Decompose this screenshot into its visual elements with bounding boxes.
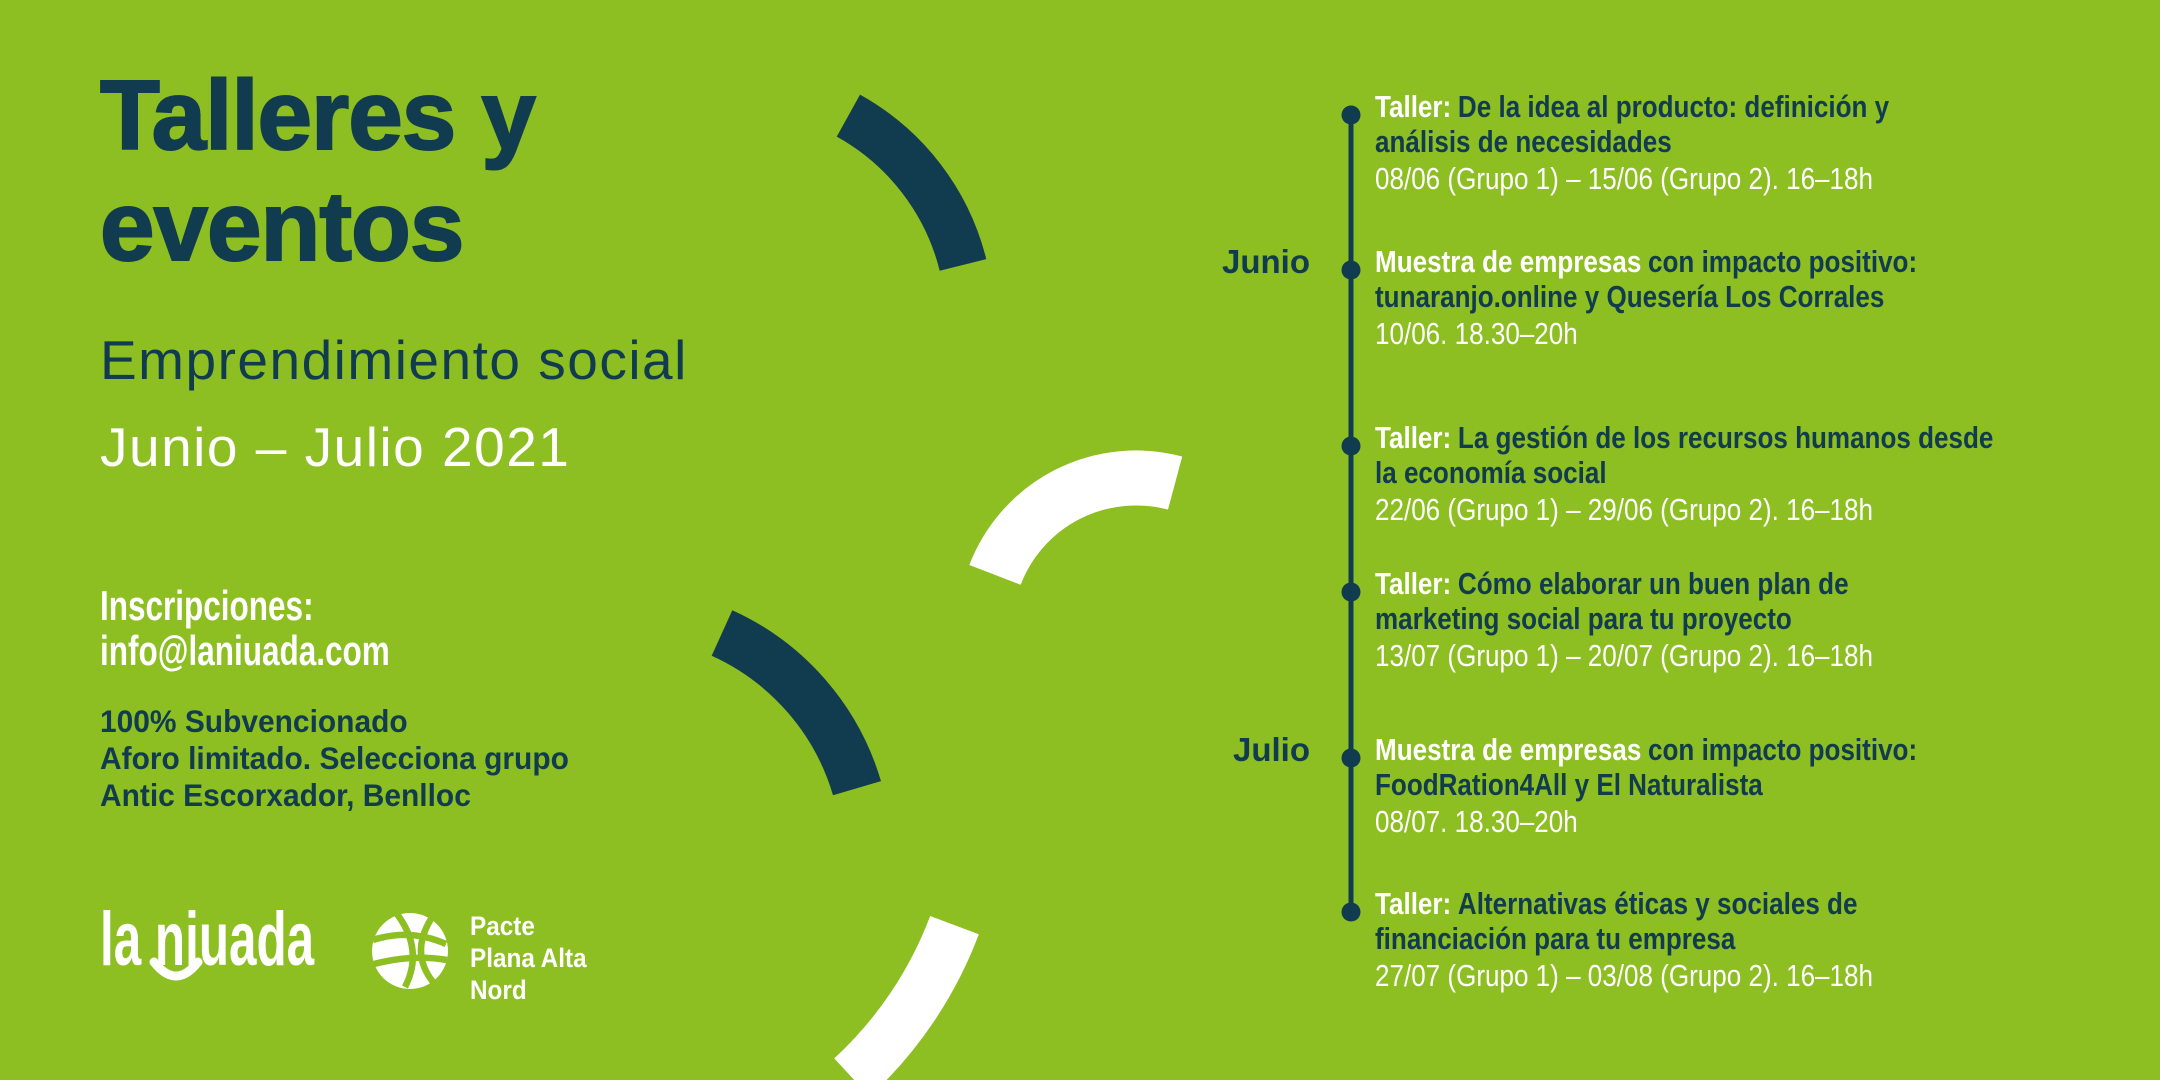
event-title-line: Taller: La gestión de los recursos humano…	[1375, 420, 1993, 455]
registration-block: Inscripciones: info@laniuada.com	[100, 583, 390, 673]
event-title-line: Taller: Cómo elaborar un buen plan de	[1375, 566, 1873, 601]
detail-line-capacity: Aforo limitado. Selecciona grupo	[100, 740, 569, 776]
details-block: 100% Subvencionado Aforo limitado. Selec…	[100, 703, 569, 814]
event-type-label: Muestra de empresas	[1375, 244, 1642, 279]
event-title-line: FoodRation4All y El Naturalista	[1375, 767, 1763, 802]
event-title: Cómo elaborar un buen plan de	[1457, 566, 1849, 601]
detail-line-venue: Antic Escorxador, Benlloc	[100, 777, 471, 813]
arc-dark-top-icon	[836, 94, 987, 272]
arc-white-bottom-icon	[834, 915, 979, 1080]
event-type-label: Muestra de empresas	[1375, 732, 1642, 767]
page-title: Talleres y eventos	[99, 59, 537, 282]
event-title-line: Taller: De la idea al producto: definició…	[1375, 89, 1889, 124]
arc-white-right-icon	[969, 450, 1183, 586]
pacte-line: Nord	[470, 975, 527, 1005]
event-schedule: 10/06. 18.30–20h	[1375, 316, 1578, 351]
event-item: Taller: La gestión de los recursos humano…	[1375, 420, 1993, 527]
event-item: Taller: Alternativas éticas y sociales de…	[1375, 886, 1873, 993]
event-title: con impacto positivo:	[1648, 244, 1918, 279]
event-title-line: marketing social para tu proyecto	[1375, 601, 1792, 636]
pacte-line: Plana Alta	[470, 943, 587, 973]
timeline-dot	[1341, 436, 1361, 456]
event-schedule: 08/07. 18.30–20h	[1375, 804, 1578, 839]
event-title-line: tunaranjo.online y Quesería Los Corrales	[1375, 279, 1885, 314]
event-title: De la idea al producto: definición y	[1457, 89, 1890, 124]
event-title: con impacto positivo:	[1648, 732, 1918, 767]
event-title-line: financiación para tu empresa	[1375, 921, 1736, 956]
event-title-line: la economía social	[1375, 455, 1607, 490]
event-title-line: Muestra de empresas con impacto positivo:	[1375, 244, 1917, 279]
pacte-line: Pacte	[470, 911, 535, 941]
event-type-label: Taller:	[1375, 566, 1452, 601]
registration-label: Inscripciones:	[100, 582, 314, 629]
laniuada-logo: la niuada	[100, 897, 315, 982]
event-item: Muestra de empresas con impacto positivo:…	[1375, 732, 1917, 839]
subtitle: Emprendimiento social	[100, 329, 688, 391]
event-type-label: Taller:	[1375, 420, 1452, 455]
title-line: eventos	[99, 170, 465, 282]
registration-email[interactable]: info@laniuada.com	[100, 627, 390, 674]
timeline-dot	[1341, 260, 1361, 280]
event-schedule: 22/06 (Grupo 1) – 29/06 (Grupo 2). 16–18…	[1375, 492, 1873, 527]
event-title-line: Muestra de empresas con impacto positivo:	[1375, 732, 1917, 767]
timeline-dot	[1341, 902, 1361, 922]
pacte-globe-icon	[371, 912, 464, 989]
event-title: Alternativas éticas y sociales de	[1457, 886, 1858, 921]
pacte-logo-text: Pacte Plana Alta Nord	[470, 910, 587, 1006]
arc-dark-middle-icon	[711, 610, 881, 796]
timeline-dot	[1341, 105, 1361, 125]
event-item: Taller: Cómo elaborar un buen plan de mar…	[1375, 566, 1873, 673]
event-schedule: 08/06 (Grupo 1) – 15/06 (Grupo 2). 16–18…	[1375, 161, 1873, 196]
event-title: La gestión de los recursos humanos desde	[1457, 420, 1994, 455]
event-title-line: análisis de necesidades	[1375, 124, 1672, 159]
event-schedule: 13/07 (Grupo 1) – 20/07 (Grupo 2). 16–18…	[1375, 638, 1873, 673]
event-schedule: 27/07 (Grupo 1) – 03/08 (Grupo 2). 16–18…	[1375, 958, 1873, 993]
timeline-dot	[1341, 748, 1361, 768]
timeline-dot	[1341, 582, 1361, 602]
month-label-junio: Junio	[1222, 243, 1310, 280]
month-label-julio: Julio	[1232, 731, 1310, 768]
event-type-label: Taller:	[1375, 886, 1452, 921]
event-item: Taller: De la idea al producto: definició…	[1375, 89, 1889, 196]
detail-line-subsidized: 100% Subvencionado	[100, 703, 408, 739]
event-type-label: Taller:	[1375, 89, 1452, 124]
event-title-line: Taller: Alternativas éticas y sociales de	[1375, 886, 1873, 921]
date-range: Junio – Julio 2021	[100, 416, 571, 478]
laniuada-smile-icon	[149, 957, 203, 981]
title-line: Talleres y	[99, 59, 537, 171]
event-item: Muestra de empresas con impacto positivo:…	[1375, 244, 1917, 351]
